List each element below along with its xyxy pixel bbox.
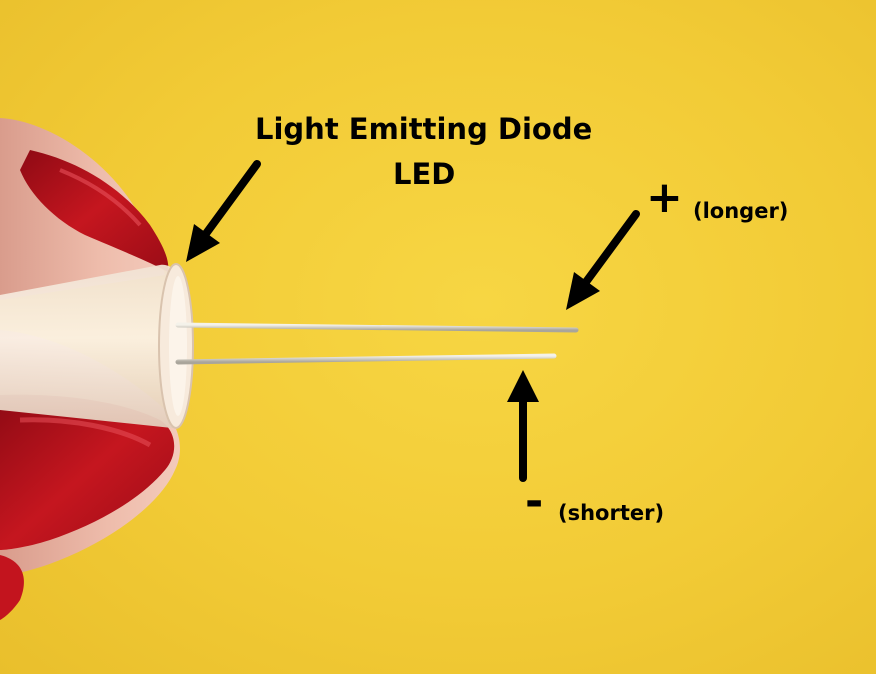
minus-sign: - [525,476,544,527]
finger-top [0,118,169,300]
led-leads [175,322,579,365]
led-body [0,263,194,429]
arrow-plus [566,210,640,310]
minus-note: (shorter) [558,501,665,525]
title-line1: Light Emitting Diode [255,112,593,146]
arrow-led [186,160,261,262]
plus-sign: + [646,172,683,223]
plus-note: (longer) [693,199,789,223]
arrow-minus [507,370,539,482]
title-line2: LED [393,157,456,191]
